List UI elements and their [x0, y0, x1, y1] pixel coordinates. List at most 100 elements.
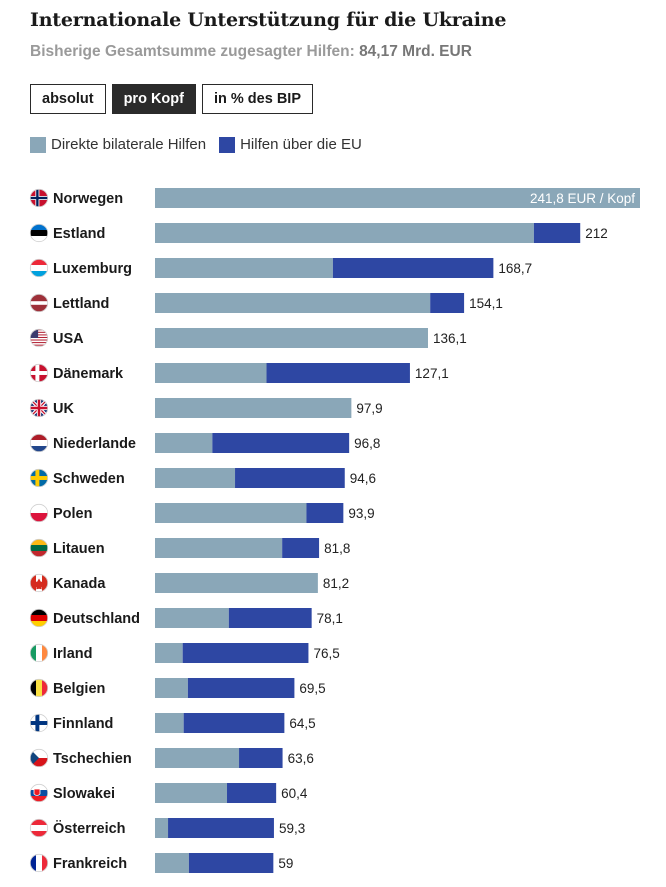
total-value-label: 136,1	[433, 331, 467, 346]
bar-bilateral[interactable]	[155, 713, 184, 733]
toggle-absolute-button[interactable]: absolut	[30, 84, 106, 114]
bar-bilateral[interactable]	[155, 853, 189, 873]
bar-bilateral[interactable]	[155, 573, 318, 593]
country-label: Finnland	[53, 716, 113, 732]
toggle-gdp-percent-button[interactable]: in % des BIP	[201, 84, 313, 114]
chart-row: Lettland 154,1	[29, 293, 503, 313]
country-label: Kanada	[53, 576, 106, 592]
country-label: Polen	[53, 506, 92, 522]
bar-eu[interactable]	[282, 538, 320, 558]
total-value-label: 212	[585, 226, 608, 241]
total-aid-value: 84,17 Mrd. EUR	[359, 43, 472, 60]
bar-bilateral[interactable]	[155, 188, 640, 208]
uk-flag-icon	[29, 398, 49, 418]
chart-row: Kanada 81,2	[29, 573, 349, 593]
chart-legend: Direkte bilaterale Hilfen Hilfen über di…	[30, 136, 375, 153]
bar-bilateral[interactable]	[155, 608, 229, 628]
chart-title: Internationale Unterstützung für die Ukr…	[30, 9, 507, 31]
belgium-flag-icon	[29, 678, 49, 698]
chart-row: Deutschland 78,1	[29, 608, 343, 628]
bar-eu[interactable]	[306, 503, 344, 523]
chart-row: UK 97,9	[29, 398, 383, 418]
germany-flag-icon	[29, 608, 49, 628]
chart-row: Polen 93,9	[29, 503, 375, 523]
bar-eu[interactable]	[239, 748, 283, 768]
bar-bilateral[interactable]	[155, 468, 236, 488]
bar-eu[interactable]	[430, 293, 465, 313]
total-value-label: 94,6	[350, 471, 376, 486]
total-value-label: 78,1	[317, 611, 343, 626]
country-label: Lettland	[53, 296, 109, 312]
bar-eu[interactable]	[332, 258, 494, 278]
bar-bilateral[interactable]	[155, 678, 188, 698]
bar-bilateral[interactable]	[155, 223, 534, 243]
total-value-label: 63,6	[288, 751, 314, 766]
bar-eu[interactable]	[212, 433, 350, 453]
country-label: Schweden	[53, 471, 125, 487]
bar-bilateral[interactable]	[155, 818, 169, 838]
legend-item-eu: Hilfen über die EU	[219, 136, 362, 153]
bar-bilateral[interactable]	[155, 433, 213, 453]
bar-bilateral[interactable]	[155, 503, 307, 523]
bar-bilateral[interactable]	[155, 748, 240, 768]
total-value-label: 59,3	[279, 821, 305, 836]
chart-row: Österreich 59,3	[29, 818, 305, 838]
chart-row: Niederlande 96,8	[29, 433, 380, 453]
chart-subtitle: Bisherige Gesamtsumme zugesagter Hilfen:…	[30, 43, 472, 61]
austria-flag-icon	[29, 818, 49, 838]
denmark-flag-icon	[29, 363, 49, 383]
bar-eu[interactable]	[188, 853, 274, 873]
bar-bilateral[interactable]	[155, 293, 431, 313]
bar-bilateral[interactable]	[155, 363, 267, 383]
bar-eu[interactable]	[266, 363, 410, 383]
country-label: Litauen	[53, 541, 105, 557]
bar-bilateral[interactable]	[155, 258, 333, 278]
legend-label-eu: Hilfen über die EU	[240, 136, 362, 153]
bar-eu[interactable]	[187, 678, 295, 698]
country-label: Irland	[53, 646, 92, 662]
subtitle-label: Bisherige Gesamtsumme zugesagter Hilfen:	[30, 43, 355, 60]
norway-flag-icon	[29, 188, 49, 208]
lithuania-flag-icon	[29, 538, 49, 558]
bar-eu[interactable]	[227, 783, 277, 803]
total-value-label: 59	[278, 856, 293, 871]
france-flag-icon	[29, 853, 49, 873]
ireland-flag-icon	[29, 643, 49, 663]
luxembourg-flag-icon	[29, 258, 49, 278]
total-value-label: 241,8 EUR / Kopf	[530, 191, 635, 206]
total-value-label: 81,8	[324, 541, 350, 556]
country-label: USA	[53, 331, 84, 347]
country-label: Slowakei	[53, 786, 115, 802]
total-value-label: 93,9	[348, 506, 374, 521]
bar-eu[interactable]	[183, 713, 285, 733]
chart-row: USA 136,1	[29, 328, 467, 348]
total-value-label: 69,5	[299, 681, 325, 696]
legend-label-bilateral: Direkte bilaterale Hilfen	[51, 136, 207, 153]
bar-bilateral[interactable]	[155, 398, 352, 418]
bar-bilateral[interactable]	[155, 328, 428, 348]
chart-row: Dänemark 127,1	[29, 363, 449, 383]
toggle-per-capita-button[interactable]: pro Kopf	[111, 84, 196, 114]
bar-bilateral[interactable]	[155, 538, 283, 558]
total-value-label: 154,1	[469, 296, 503, 311]
country-label: Dänemark	[53, 366, 124, 382]
total-value-label: 76,5	[313, 646, 339, 661]
bar-bilateral[interactable]	[155, 643, 183, 663]
chart-row: Finnland 64,5	[29, 713, 316, 733]
total-value-label: 97,9	[356, 401, 382, 416]
bar-bilateral[interactable]	[155, 783, 228, 803]
chart-row: Luxemburg 168,7	[29, 258, 532, 278]
view-toggle-group: absolut pro Kopf in % des BIP	[30, 84, 313, 114]
country-label: Österreich	[53, 820, 126, 837]
czechia-flag-icon	[29, 748, 49, 768]
bar-eu[interactable]	[168, 818, 274, 838]
bar-eu[interactable]	[182, 643, 309, 663]
canada-flag-icon	[29, 573, 49, 593]
bar-eu[interactable]	[228, 608, 312, 628]
bar-eu[interactable]	[533, 223, 581, 243]
bar-eu[interactable]	[235, 468, 345, 488]
chart-row: Schweden 94,6	[29, 468, 376, 488]
latvia-flag-icon	[29, 293, 49, 313]
country-label: Niederlande	[53, 436, 136, 452]
